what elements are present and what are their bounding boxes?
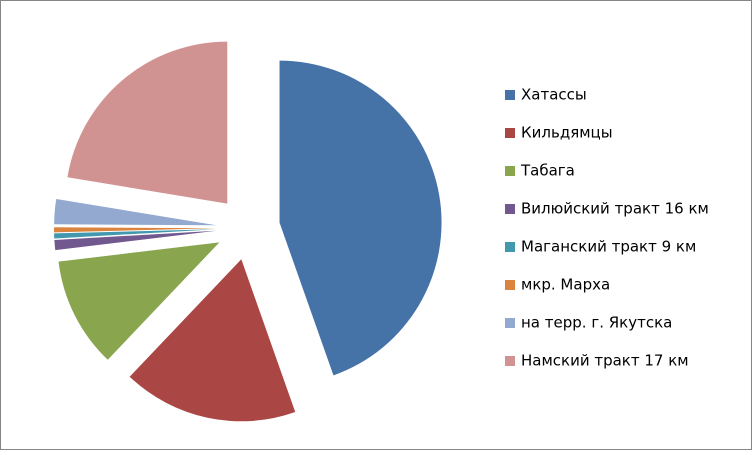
legend-swatch (505, 242, 515, 252)
legend-label: Маганский тракт 9 км (521, 238, 696, 256)
legend-label: Хатассы (521, 86, 587, 104)
legend-swatch (505, 280, 515, 290)
legend-swatch (505, 90, 515, 100)
pie-slice (54, 227, 217, 233)
legend-label: Табага (520, 162, 575, 180)
legend-label: Кильдямцы (521, 124, 613, 142)
legend-swatch (505, 318, 515, 328)
legend-label: Намский тракт 17 км (521, 352, 689, 370)
pie-slice (67, 41, 228, 204)
pie-slice (54, 229, 217, 239)
legend-swatch (505, 204, 515, 214)
pie-slice (54, 198, 217, 226)
legend-label: Вилюйский тракт 16 км (521, 200, 709, 218)
legend-swatch (505, 166, 515, 176)
legend-label: на терр. г. Якутска (521, 314, 672, 332)
pie-slice (58, 242, 220, 360)
pie-slice (129, 259, 296, 422)
legend-swatch (505, 128, 515, 138)
pie-slice (54, 230, 217, 251)
legend-label: мкр. Марха (521, 276, 610, 294)
pie-slice (279, 60, 442, 376)
legend-swatch (505, 356, 515, 366)
